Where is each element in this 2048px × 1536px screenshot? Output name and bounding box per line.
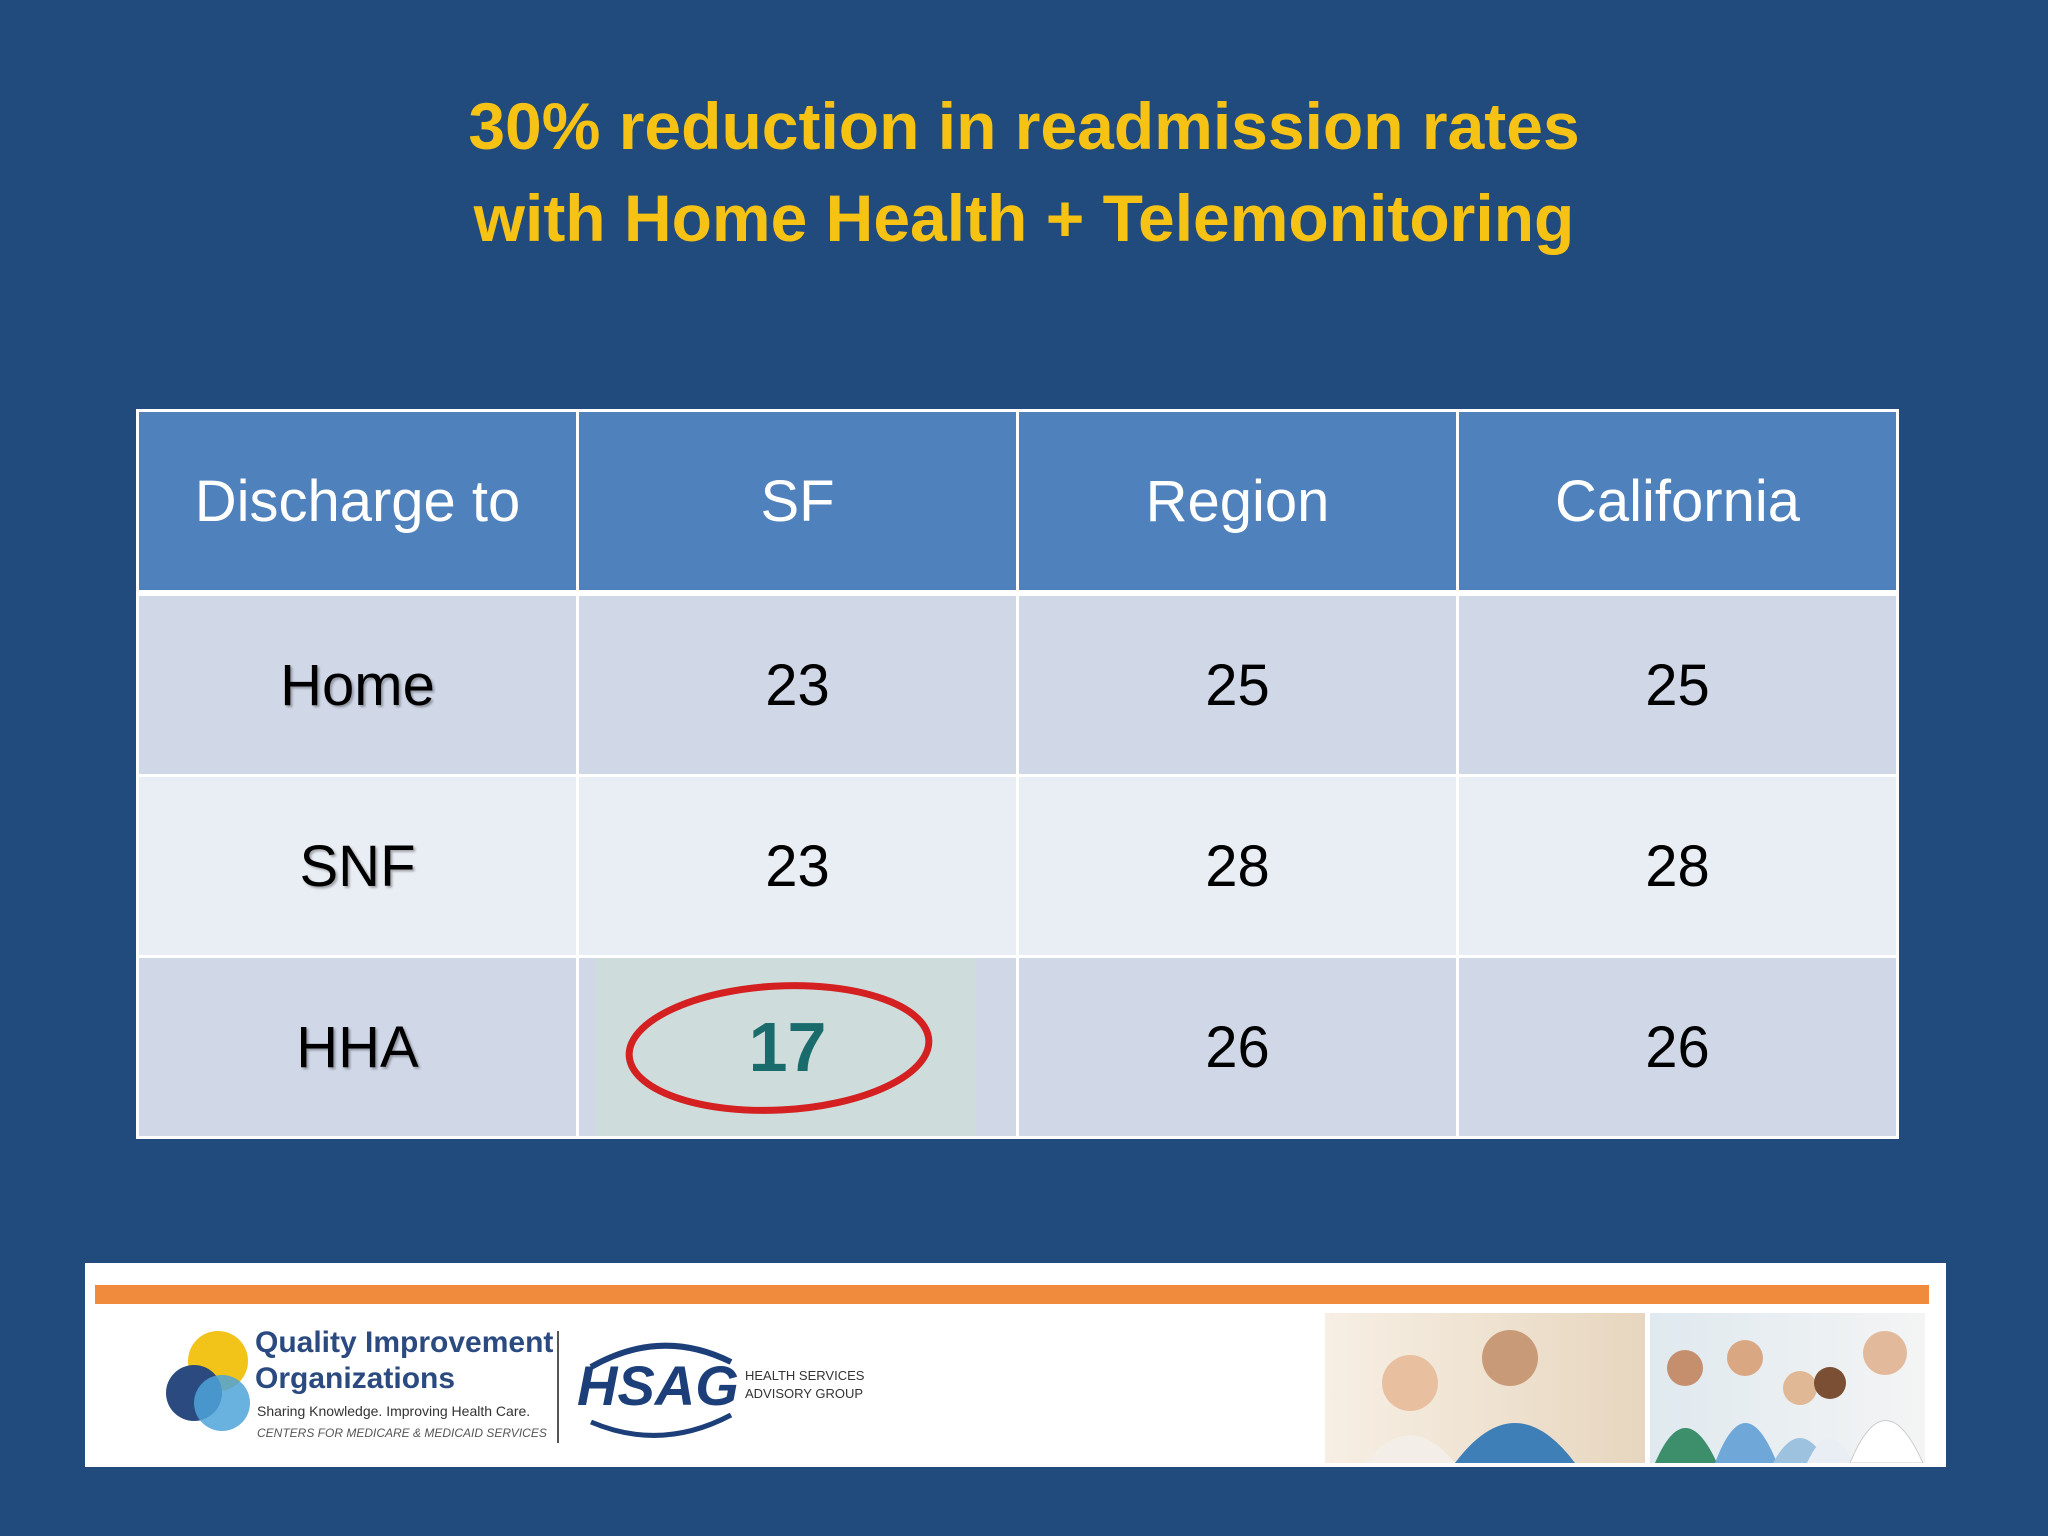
separator bbox=[557, 1331, 559, 1443]
hsag-subtitle: HEALTH SERVICES ADVISORY GROUP bbox=[745, 1367, 864, 1403]
qio-line: Quality Improvement bbox=[255, 1326, 554, 1359]
header-row: Discharge to SF Region California bbox=[136, 409, 1899, 596]
cell: 25 bbox=[1456, 591, 1899, 777]
hsag-line: ADVISORY GROUP bbox=[745, 1386, 863, 1401]
cell: 28 bbox=[1456, 774, 1899, 958]
row-header: HHA bbox=[136, 955, 579, 1139]
qio-agency: CENTERS FOR MEDICARE & MEDICAID SERVICES bbox=[257, 1426, 547, 1440]
column-header: SF bbox=[576, 409, 1019, 596]
data-table: Discharge to SF Region California Home 2… bbox=[136, 409, 1899, 1139]
cell: 26 bbox=[1456, 955, 1899, 1139]
footer-banner: Quality Improvement Organizations Sharin… bbox=[85, 1263, 1946, 1467]
table-row: Home 23 25 25 bbox=[136, 591, 1899, 777]
table-row: SNF 23 28 28 bbox=[136, 774, 1899, 958]
cell: 26 bbox=[1016, 955, 1459, 1139]
orange-bar bbox=[95, 1285, 1929, 1304]
qio-logo bbox=[166, 1331, 250, 1431]
hsag-swoosh bbox=[589, 1342, 733, 1438]
table-row: HHA 17 26 26 bbox=[136, 955, 1899, 1139]
cell: 23 bbox=[576, 774, 1019, 958]
hsag-logo: HSAG bbox=[577, 1354, 739, 1417]
cell: 23 bbox=[576, 591, 1019, 777]
hsag-line: HEALTH SERVICES bbox=[745, 1368, 865, 1383]
staff-photos bbox=[1325, 1313, 1925, 1463]
red-circle bbox=[625, 982, 933, 1114]
cell: 25 bbox=[1016, 591, 1459, 777]
title-line: 30% reduction in readmission rates bbox=[468, 89, 1580, 163]
column-header: Region bbox=[1016, 409, 1459, 596]
qio-line: Organizations bbox=[255, 1362, 456, 1395]
qio-name: Quality Improvement Organizations bbox=[255, 1325, 553, 1397]
row-header: Home bbox=[136, 591, 579, 777]
row-header: SNF bbox=[136, 774, 579, 958]
title-line: with Home Health + Telemonitoring bbox=[473, 181, 1575, 255]
column-header: Discharge to bbox=[136, 409, 579, 596]
cell: 28 bbox=[1016, 774, 1459, 958]
highlighted-cell: 17 bbox=[576, 955, 1019, 1139]
qio-tagline: Sharing Knowledge. Improving Health Care… bbox=[257, 1403, 531, 1419]
cell: 17 bbox=[748, 1008, 827, 1086]
column-header: California bbox=[1456, 409, 1899, 596]
